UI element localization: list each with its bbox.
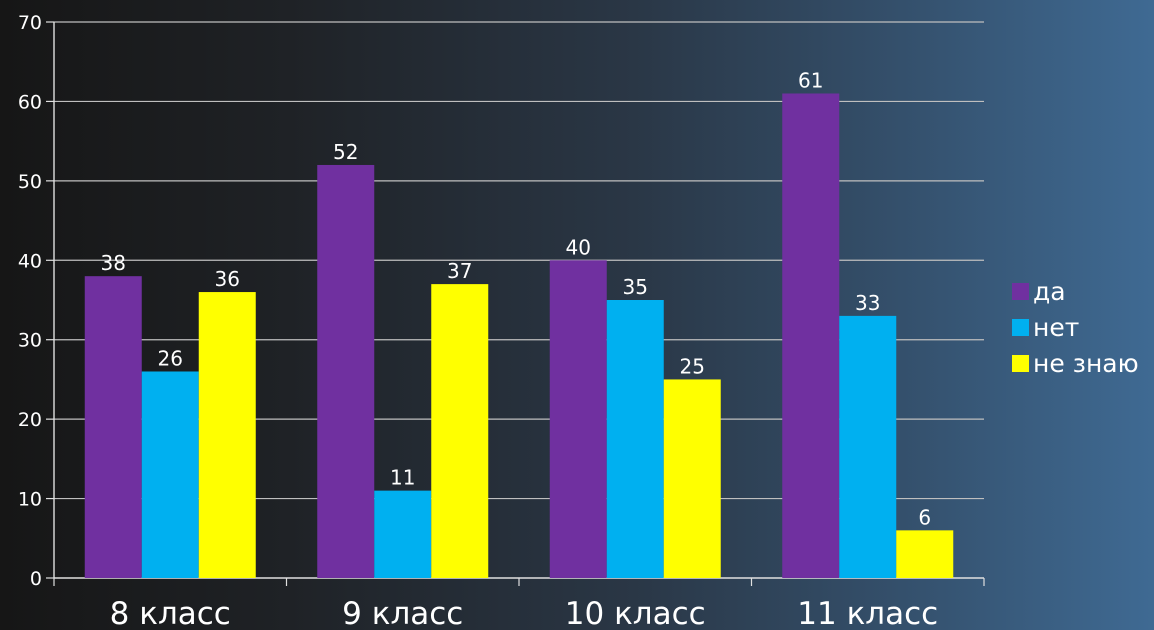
y-tick-label: 60: [18, 91, 42, 113]
bar: [141, 371, 199, 578]
bar: [431, 284, 489, 578]
legend-label: не знаю: [1033, 349, 1139, 378]
data-label: 11: [390, 466, 415, 490]
y-tick-label: 10: [18, 489, 42, 511]
legend-label: да: [1033, 277, 1066, 306]
data-label: 33: [855, 291, 880, 315]
data-label: 25: [680, 354, 705, 378]
y-tick-label: 70: [18, 12, 42, 34]
data-label: 40: [566, 235, 591, 259]
x-tick-label: 10 класс: [565, 596, 706, 630]
data-label: 6: [918, 505, 931, 529]
data-label: 26: [158, 346, 183, 370]
y-tick-label: 40: [18, 250, 42, 272]
bar: [896, 530, 954, 578]
labels: 0 10 20 30 40 50 60 70 38 26 36 8 класс 52 11 37 9 клас…: [18, 12, 938, 630]
bar: [606, 300, 664, 578]
legend: да нет не знаю: [1012, 277, 1139, 378]
bar: [374, 490, 432, 578]
x-tick-label: 11 класс: [797, 596, 938, 630]
legend-swatch: [1012, 355, 1029, 372]
bar: [782, 93, 840, 578]
data-label: 35: [623, 275, 648, 299]
y-tick-label: 20: [18, 409, 42, 431]
legend-swatch: [1012, 283, 1029, 300]
data-label: 52: [333, 140, 358, 164]
legend-swatch: [1012, 319, 1029, 336]
data-label: 38: [101, 251, 126, 275]
bar: [198, 292, 256, 578]
y-tick-label: 0: [30, 568, 42, 590]
data-label: 61: [798, 68, 823, 92]
legend-label: нет: [1033, 313, 1079, 342]
data-label: 37: [447, 259, 472, 283]
bar: [84, 276, 142, 578]
bars: [84, 93, 954, 578]
bar: [549, 260, 607, 578]
y-tick-label: 30: [18, 330, 42, 352]
data-label: 36: [215, 267, 240, 291]
bar: [663, 379, 721, 578]
x-tick-label: 9 класс: [342, 596, 463, 630]
x-tick-label: 8 класс: [110, 596, 231, 630]
y-tick-label: 50: [18, 171, 42, 193]
bar: [839, 315, 897, 578]
bar: [317, 164, 375, 578]
